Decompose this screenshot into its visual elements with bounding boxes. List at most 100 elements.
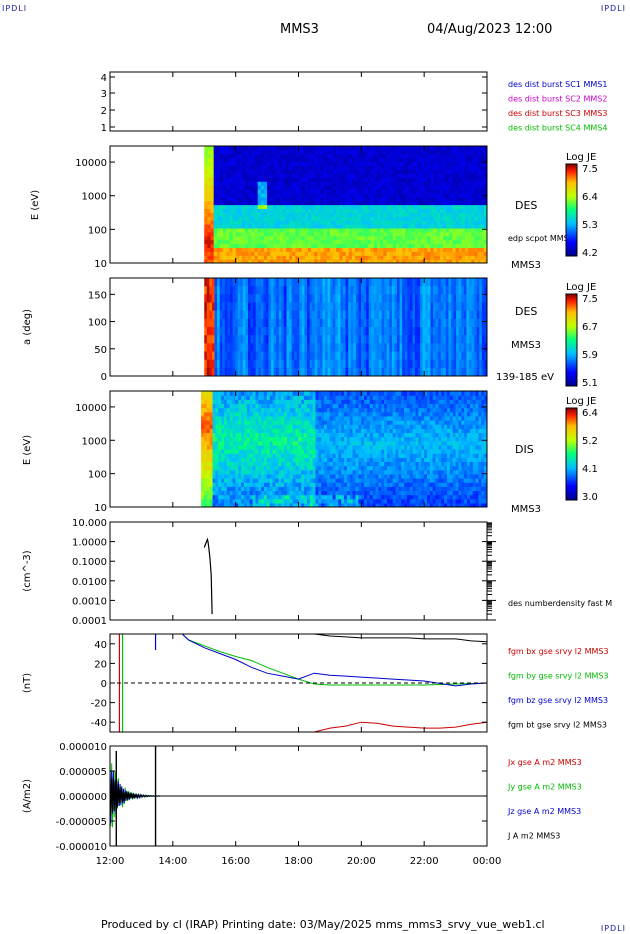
des-energy-cell xyxy=(226,188,230,194)
des-energy-cell xyxy=(254,169,259,174)
des-energy-cell xyxy=(377,239,381,245)
des-energy-cell xyxy=(377,177,381,182)
des-energy-cell xyxy=(392,188,397,194)
des-energy-cell xyxy=(307,231,312,237)
des-energy-cell xyxy=(471,224,476,229)
des-pitch-cell xyxy=(250,278,254,287)
des-energy-cell xyxy=(392,239,397,245)
des-energy-cell xyxy=(367,235,372,241)
des-energy-cell xyxy=(424,235,428,241)
des-pitch-cell xyxy=(286,367,290,376)
dis-energy-cell xyxy=(426,494,431,500)
des-pitch-cell xyxy=(337,302,342,312)
dis-energy-cell xyxy=(378,486,382,492)
des-energy-cell xyxy=(329,161,334,167)
des-energy-cell xyxy=(439,220,444,225)
des-energy-cell xyxy=(355,243,359,248)
des-pitch-cell xyxy=(438,367,442,376)
des-energy-cell xyxy=(389,146,394,151)
des-pitch-cell xyxy=(430,359,434,369)
des-energy-cell xyxy=(474,173,479,178)
des-pitch-cell xyxy=(348,359,352,369)
dis-energy-cell xyxy=(421,494,425,500)
des-energy-cell xyxy=(301,192,306,198)
des-pitch-cell xyxy=(322,310,326,320)
des-energy-cell xyxy=(421,255,425,260)
des-energy-cell xyxy=(295,259,300,263)
dis-energy-cell xyxy=(201,494,205,500)
des-energy-cell xyxy=(273,185,278,190)
des-energy-cell xyxy=(389,227,394,233)
dis-energy-cell xyxy=(226,498,231,504)
des-pitch-cell xyxy=(286,294,290,304)
des-pitch-cell xyxy=(412,335,416,344)
des-energy-cell xyxy=(430,243,435,248)
des-energy-cell xyxy=(433,243,438,248)
des-energy-cell xyxy=(483,216,487,221)
des-energy-cell xyxy=(241,196,246,202)
des-energy-cell xyxy=(273,224,278,229)
des-energy-cell xyxy=(411,192,416,198)
des-energy-cell xyxy=(395,216,400,221)
des-energy-cell xyxy=(226,196,230,202)
des-energy-cell xyxy=(455,224,460,229)
des-pitch-cell xyxy=(399,310,403,320)
des-energy-cell xyxy=(320,224,325,229)
des-pitch-cell xyxy=(384,367,388,376)
des-energy-cell xyxy=(292,259,296,263)
des-energy-cell xyxy=(326,200,331,206)
des-energy-cell xyxy=(295,157,300,163)
dis-energy-cell xyxy=(206,478,211,483)
des-energy-cell xyxy=(417,212,422,217)
dis-energy-cell xyxy=(429,490,434,496)
des-pitch-cell xyxy=(278,278,282,287)
des-energy-cell xyxy=(307,181,312,186)
des-energy-cell xyxy=(408,235,413,241)
des-pitch-cell xyxy=(332,286,336,295)
des-energy-cell xyxy=(235,239,240,245)
des-pitch-cell xyxy=(448,286,452,295)
des-energy-cell xyxy=(480,146,485,151)
des-energy-cell xyxy=(446,204,450,209)
dis-energy-cell xyxy=(201,478,205,483)
des-energy-cell xyxy=(323,208,328,213)
des-energy-cell xyxy=(216,200,221,206)
dis-energy-cell xyxy=(261,490,265,496)
des-pitch-cell xyxy=(363,310,367,320)
des-pitch-cell xyxy=(384,310,388,320)
des-energy-cell xyxy=(289,204,293,209)
dis-energy-cell xyxy=(429,469,434,475)
des-energy-cell xyxy=(367,243,372,248)
des-energy-cell xyxy=(471,200,476,206)
des-pitch-cell xyxy=(296,343,300,353)
des-energy-cell xyxy=(364,204,369,209)
des-energy-cell xyxy=(329,153,334,159)
des-energy-cell xyxy=(439,224,444,229)
des-pitch-cell xyxy=(206,286,210,295)
des-pitch-cell xyxy=(265,327,270,336)
des-pitch-cell xyxy=(476,343,480,353)
des-energy-cell xyxy=(285,196,290,202)
dis-energy-cell xyxy=(481,498,485,504)
des-pitch-cell xyxy=(350,294,354,304)
dis-energy-cell xyxy=(292,494,297,500)
des-pitch-cell xyxy=(391,310,396,320)
dis-energy-cell xyxy=(378,473,382,479)
des-energy-cell xyxy=(326,157,331,163)
des-pitch-cell xyxy=(343,351,347,361)
des-pitch-cell xyxy=(407,302,411,312)
des-energy-cell xyxy=(483,149,487,155)
des-energy-cell xyxy=(320,185,325,190)
des-energy-cell xyxy=(430,231,435,237)
dis-energy-cell xyxy=(441,490,445,496)
des-pitch-cell xyxy=(219,286,223,295)
dis-energy-cell xyxy=(381,473,385,479)
dis-energy-cell xyxy=(338,482,342,487)
des-energy-cell xyxy=(273,259,278,263)
des-pitch-cell xyxy=(250,310,254,320)
dis-energy-cell xyxy=(469,482,474,487)
dis-energy-cell xyxy=(352,469,357,475)
des-pitch-cell xyxy=(435,327,439,336)
des-pitch-cell xyxy=(299,351,303,361)
des-pitch-cell xyxy=(366,278,370,287)
